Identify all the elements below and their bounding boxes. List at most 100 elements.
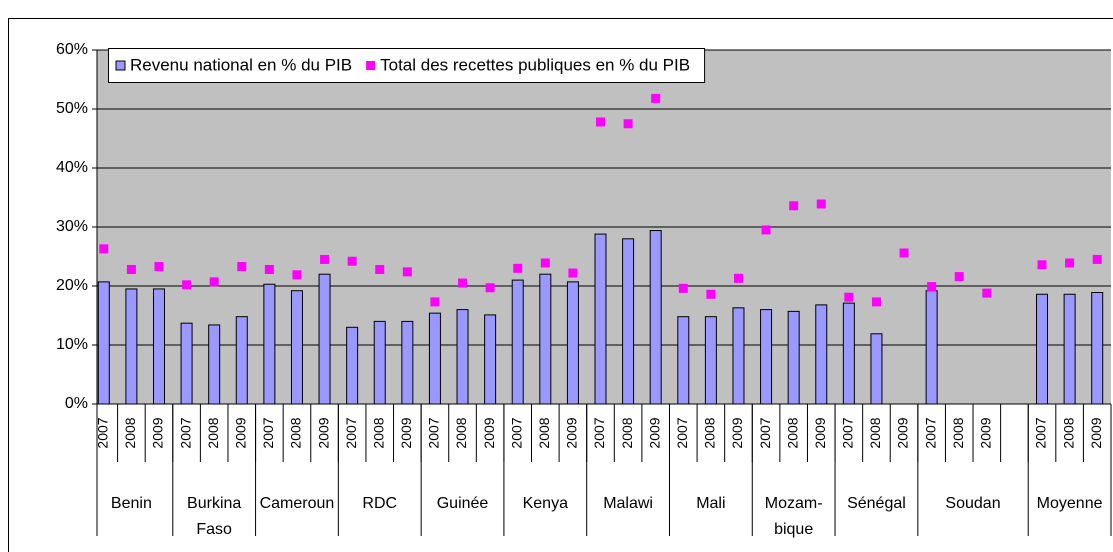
bar: [649, 230, 662, 405]
group-label: Burkina Faso: [187, 495, 242, 538]
x-tick-label: 2009: [1088, 417, 1104, 448]
bar: [1063, 293, 1076, 405]
bar: [484, 314, 497, 405]
x-tick-label: 2009: [398, 417, 414, 448]
bar: [180, 322, 193, 405]
marker: [182, 280, 192, 290]
x-tick-label: 2009: [315, 417, 331, 448]
marker: [982, 288, 992, 298]
marker: [485, 283, 495, 293]
x-tick-label: 2007: [674, 417, 690, 448]
bar: [594, 233, 607, 405]
marker: [761, 225, 771, 235]
bar: [97, 281, 110, 405]
y-tick-label: 40%: [56, 159, 88, 176]
marker: [292, 270, 302, 280]
x-tick-label: 2008: [702, 417, 718, 448]
legend-swatch: [115, 60, 126, 71]
x-tick-label: 2009: [978, 417, 994, 448]
bar: [1091, 291, 1104, 405]
bar: [566, 281, 579, 405]
marker: [789, 201, 799, 211]
bar: [870, 333, 883, 405]
marker: [1092, 254, 1102, 264]
bar: [152, 288, 165, 405]
x-tick-label: 2008: [867, 417, 883, 448]
marker: [1037, 260, 1047, 270]
bar: [290, 290, 303, 405]
x-tick-label: 2008: [122, 417, 138, 448]
x-tick-label: 2009: [232, 417, 248, 448]
bar: [318, 273, 331, 405]
x-tick-label: 2007: [591, 417, 607, 448]
x-tick-label: 2008: [619, 417, 635, 448]
x-tick-label: 2007: [177, 417, 193, 448]
bar: [263, 283, 276, 405]
marker: [871, 297, 881, 307]
marker: [540, 258, 550, 268]
x-tick-label: 2008: [453, 417, 469, 448]
y-tick-label: 20%: [56, 277, 88, 294]
marker: [513, 263, 523, 273]
y-tick-label: 30%: [56, 218, 88, 235]
group-label: Malawi: [603, 495, 653, 512]
x-tick-label: 2009: [729, 417, 745, 448]
x-tick-label: 2007: [757, 417, 773, 448]
bar: [401, 320, 414, 405]
x-tick-label: 2007: [426, 417, 442, 448]
marker: [927, 282, 937, 292]
bar: [622, 238, 635, 405]
marker: [154, 262, 164, 272]
marker: [568, 268, 578, 278]
x-tick-label: 2007: [1033, 417, 1049, 448]
group-label: Soudan: [945, 495, 1001, 512]
x-tick-label: 2008: [536, 417, 552, 448]
x-tick-label: 2007: [840, 417, 856, 448]
marker: [458, 278, 468, 288]
x-tick-label: 2009: [646, 417, 662, 448]
group-label: Sénégal: [847, 495, 906, 512]
x-tick-label: 2007: [922, 417, 938, 448]
legend-swatch: [366, 61, 376, 70]
marker: [844, 292, 854, 302]
legend-label: Total des recettes publiques en % du PIB: [380, 55, 690, 74]
marker: [264, 264, 274, 274]
marker: [623, 119, 633, 129]
legend-label: Revenu national en % du PIB: [130, 55, 352, 74]
bar: [677, 316, 690, 405]
x-tick-label: 2007: [95, 417, 111, 448]
y-tick-label: 60%: [56, 41, 88, 58]
bar: [208, 324, 221, 405]
bar: [456, 309, 469, 405]
x-tick-label: 2007: [260, 417, 276, 448]
x-tick-label: 2007: [508, 417, 524, 448]
x-tick-label: 2008: [1060, 417, 1076, 448]
group-label: Mozam- bique: [764, 495, 823, 538]
group-label: Cameroun: [259, 495, 335, 512]
x-tick-label: 2008: [950, 417, 966, 448]
marker: [320, 254, 330, 264]
marker: [209, 277, 219, 287]
x-tick-label: 2009: [564, 417, 580, 448]
group-label: Benin: [110, 495, 152, 512]
x-tick-label: 2009: [481, 417, 497, 448]
marker: [816, 199, 826, 209]
x-tick-label: 2008: [205, 417, 221, 448]
legend: [108, 48, 706, 83]
y-tick-label: 50%: [56, 100, 88, 117]
marker: [706, 289, 716, 299]
x-tick-label: 2008: [784, 417, 800, 448]
x-tick-label: 2009: [150, 417, 166, 448]
bar: [511, 279, 524, 405]
bar: [815, 304, 828, 405]
bar: [373, 320, 386, 405]
bar: [704, 316, 717, 405]
marker: [430, 297, 440, 307]
bar: [539, 273, 552, 405]
marker: [733, 273, 743, 283]
bar: [925, 290, 938, 405]
bar: [732, 307, 745, 405]
x-tick-label: 2008: [370, 417, 386, 448]
bar: [760, 309, 773, 405]
